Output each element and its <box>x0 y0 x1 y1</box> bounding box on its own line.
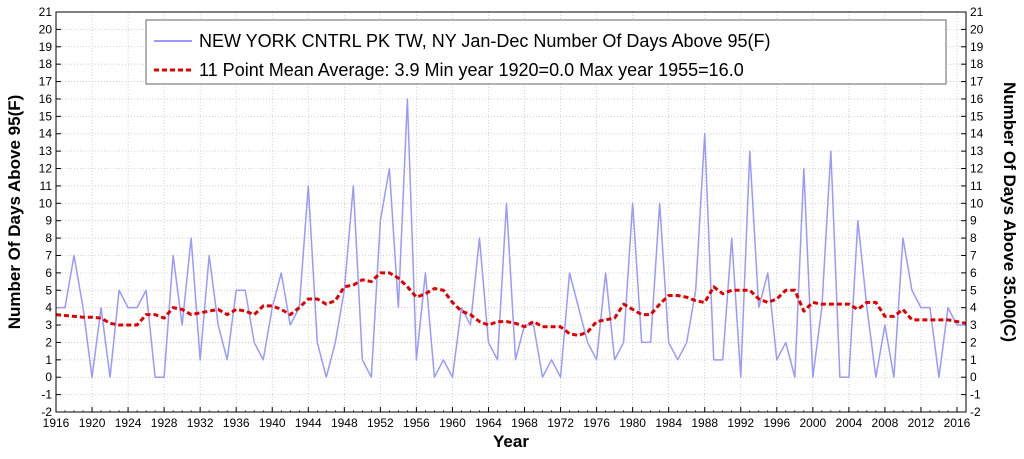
x-tick-label: 1940 <box>259 416 286 430</box>
y-axis-title-left: Number Of Days Above 95(F) <box>5 95 24 330</box>
y-tick-label-left: -1 <box>41 388 52 402</box>
y-tick-label-right: 15 <box>970 109 984 123</box>
x-tick-label: 1952 <box>367 416 394 430</box>
x-axis-title: Year <box>493 432 529 451</box>
x-tick-label: 1984 <box>655 416 682 430</box>
y-tick-label-left: 14 <box>39 127 53 141</box>
y-tick-label-right: 14 <box>970 127 984 141</box>
y-tick-label-left: 12 <box>39 162 53 176</box>
mean-series-line <box>55 271 967 337</box>
x-tick-label: 1960 <box>439 416 466 430</box>
y-axis-title-right: Number Of Days Above 35.00(C) <box>1000 82 1019 342</box>
y-tick-label-left: 18 <box>39 57 53 71</box>
y-tick-label-right: 19 <box>970 40 984 54</box>
y-tick-label-right: 2 <box>970 335 977 349</box>
x-tick-labels: 1916 1920 1924 1928 1932 1936 1940 1944 1948 1952… <box>43 416 971 430</box>
y-tick-label-left: 21 <box>39 5 53 19</box>
y-tick-label-left: 20 <box>39 22 53 36</box>
y-tick-label-right: 20 <box>970 22 984 36</box>
y-tick-label-left: 1 <box>45 353 52 367</box>
y-tick-label-right: 17 <box>970 75 984 89</box>
x-tick-label: 2016 <box>944 416 971 430</box>
y-tick-label-right: 1 <box>970 353 977 367</box>
y-tick-label-left: 13 <box>39 144 53 158</box>
y-tick-label-left: 5 <box>45 283 52 297</box>
plot-frame <box>55 11 967 413</box>
y-tick-label-left: 17 <box>39 75 53 89</box>
y-tick-label-right: 8 <box>970 231 977 245</box>
y-tick-label-right: 5 <box>970 283 977 297</box>
legend-label-mean: 11 Point Mean Average: 3.9 Min year 1920… <box>199 60 744 80</box>
y-tick-label-left: 4 <box>45 301 52 315</box>
x-tick-label: 1936 <box>223 416 250 430</box>
y-tick-label-left: 10 <box>39 196 53 210</box>
y-tick-label-left: 8 <box>45 231 52 245</box>
legend-box <box>145 19 947 85</box>
legend: NEW YORK CNTRL PK TW, NY Jan-Dec Number … <box>145 19 947 85</box>
y-tick-label-right: 3 <box>970 318 977 332</box>
y-tick-label-left: 2 <box>45 335 52 349</box>
y-tick-label-left: 9 <box>45 214 52 228</box>
x-tick-label: 1920 <box>79 416 106 430</box>
observed-series-line <box>56 98 966 378</box>
y-tick-label-right: -2 <box>970 405 981 419</box>
y-tick-label-left: 6 <box>45 266 52 280</box>
x-tick-label: 1924 <box>115 416 142 430</box>
x-tick-label: 1964 <box>475 416 502 430</box>
y-tick-label-right: 4 <box>970 301 977 315</box>
y-tick-label-right: 13 <box>970 144 984 158</box>
y-tick-label-left: -2 <box>41 405 52 419</box>
x-tick-label: 1928 <box>151 416 178 430</box>
x-tick-label: 2012 <box>908 416 935 430</box>
y-tick-label-right: 18 <box>970 57 984 71</box>
y-tick-label-left: 7 <box>45 248 52 262</box>
x-tick-label: 1980 <box>619 416 646 430</box>
x-tick-label: 1976 <box>583 416 610 430</box>
y-tick-label-right: 10 <box>970 196 984 210</box>
x-tick-label: 1916 <box>43 416 70 430</box>
y-tick-label-right: 21 <box>970 5 984 19</box>
x-tick-label: 1992 <box>727 416 754 430</box>
x-tick-label: 1968 <box>511 416 538 430</box>
y-tick-label-left: 15 <box>39 109 53 123</box>
y-tick-label-left: 11 <box>40 179 53 193</box>
y-tick-label-left: 16 <box>39 92 53 106</box>
x-tick-label: 1956 <box>403 416 430 430</box>
x-tick-label: 2004 <box>836 416 863 430</box>
y-tick-label-right: 7 <box>970 248 977 262</box>
y-tick-label-right: 16 <box>970 92 984 106</box>
legend-label-observed: NEW YORK CNTRL PK TW, NY Jan-Dec Number … <box>199 31 771 51</box>
y-tick-label-right: 6 <box>970 266 977 280</box>
y-tick-label-right: 9 <box>970 214 977 228</box>
x-tick-label: 1948 <box>331 416 358 430</box>
y-tick-label-left: 3 <box>45 318 52 332</box>
y-tick-label-right: 0 <box>970 370 977 384</box>
x-tick-label: 1944 <box>295 416 322 430</box>
x-tick-label: 2000 <box>799 416 826 430</box>
y-tick-label-left: 0 <box>45 370 52 384</box>
x-tick-label: 1972 <box>547 416 574 430</box>
x-tick-label: 2008 <box>872 416 899 430</box>
y-tick-label-left: 19 <box>39 40 53 54</box>
x-tick-label: 1996 <box>763 416 790 430</box>
series-layer <box>55 98 967 378</box>
y-tick-label-right: 12 <box>970 162 984 176</box>
x-tick-label: 1988 <box>691 416 718 430</box>
y-tick-label-right: 11 <box>970 179 983 193</box>
x-tick-label: 1932 <box>187 416 214 430</box>
y-tick-label-right: -1 <box>970 388 981 402</box>
